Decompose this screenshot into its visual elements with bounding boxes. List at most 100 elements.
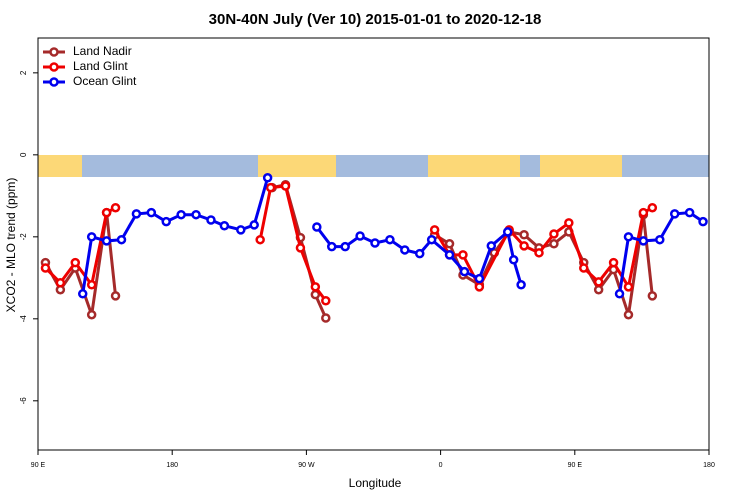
data-point	[638, 207, 649, 218]
data-point	[608, 257, 619, 268]
data-point	[549, 239, 559, 249]
data-point	[86, 232, 97, 242]
data-point	[219, 221, 230, 231]
data-point	[110, 202, 121, 213]
data-point	[86, 280, 97, 290]
data-point	[623, 282, 634, 292]
data-point	[549, 229, 559, 239]
legend-marker	[49, 77, 59, 87]
legend-marker	[49, 62, 59, 72]
y-axis-label: XCO2 - MLO trend (ppm)	[4, 178, 18, 313]
data-point	[312, 222, 322, 232]
data-point	[519, 230, 529, 240]
data-point	[458, 250, 468, 260]
legend-label: Land Nadir	[73, 44, 132, 58]
data-point	[593, 277, 604, 287]
data-point	[70, 257, 81, 268]
x-tick-label: 90 E	[568, 462, 583, 469]
x-tick-label: 90 E	[31, 462, 46, 469]
data-point	[623, 309, 634, 320]
data-point	[55, 277, 66, 288]
data-point	[249, 220, 259, 230]
plot-frame	[37, 37, 710, 451]
data-point	[385, 234, 395, 245]
data-point	[429, 225, 440, 235]
x-axis-label: Longitude	[349, 476, 402, 490]
data-point	[414, 248, 425, 259]
data-point	[101, 236, 112, 246]
x-tick-label: 0	[439, 462, 443, 469]
data-point	[146, 207, 157, 218]
data-point	[321, 296, 331, 306]
data-point	[370, 238, 380, 248]
land-strip	[38, 155, 82, 177]
x-tick-label: 180	[703, 462, 715, 469]
data-point	[516, 280, 526, 290]
land-strip	[540, 155, 622, 177]
data-point	[647, 291, 658, 301]
y-tick-label: -4	[19, 315, 28, 323]
data-point	[444, 239, 455, 249]
data-point	[86, 309, 97, 320]
data-point	[508, 255, 519, 265]
data-point	[40, 263, 51, 273]
chart-title: 30N-40N July (Ver 10) 2015-01-01 to 2020…	[209, 11, 542, 28]
y-tick-label: 0	[19, 152, 28, 157]
data-point	[326, 241, 337, 252]
data-point	[623, 232, 634, 242]
data-point	[310, 282, 321, 292]
data-point	[236, 225, 246, 235]
y-tick-label: -6	[19, 397, 28, 405]
y-tick-label: 2	[19, 70, 28, 75]
data-point	[519, 241, 529, 251]
data-point	[647, 202, 658, 213]
data-point	[459, 266, 470, 277]
data-point	[400, 245, 410, 255]
data-point	[655, 234, 665, 245]
data-point	[486, 241, 497, 251]
data-point	[206, 215, 216, 225]
data-point	[578, 263, 589, 273]
legend-label: Ocean Glint	[73, 74, 137, 88]
series-line	[44, 206, 117, 289]
y-tick-label: -2	[19, 233, 28, 241]
series-line	[44, 212, 118, 316]
map-strip	[38, 155, 709, 177]
data-point	[116, 234, 127, 245]
data-point	[474, 282, 485, 292]
data-point	[564, 218, 574, 228]
data-point	[280, 181, 291, 191]
data-point	[110, 291, 121, 301]
data-point	[265, 182, 276, 193]
data-point	[191, 209, 201, 220]
data-point	[698, 216, 708, 227]
data-point	[340, 241, 350, 252]
data-point	[355, 231, 365, 241]
land-strip	[428, 155, 520, 177]
data-point	[474, 273, 485, 284]
series-line	[315, 226, 523, 286]
x-tick-label: 90 W	[298, 462, 315, 469]
data-point	[176, 209, 186, 220]
data-point	[321, 313, 331, 323]
data-point	[684, 207, 695, 218]
legend-marker	[49, 47, 59, 57]
data-point	[426, 234, 437, 245]
data-point	[593, 284, 604, 295]
data-point	[669, 209, 680, 219]
data-point	[255, 234, 265, 245]
data-point	[534, 248, 544, 258]
data-point	[262, 173, 273, 183]
data-point	[161, 216, 171, 227]
legend-label: Land Glint	[73, 59, 128, 73]
data-point	[295, 243, 306, 253]
land-strip	[258, 155, 336, 177]
data-point	[101, 207, 112, 218]
data-point	[614, 289, 625, 299]
data-point	[131, 209, 142, 219]
x-tick-label: 180	[166, 462, 178, 469]
data-point	[502, 227, 513, 237]
data-point	[77, 289, 88, 299]
